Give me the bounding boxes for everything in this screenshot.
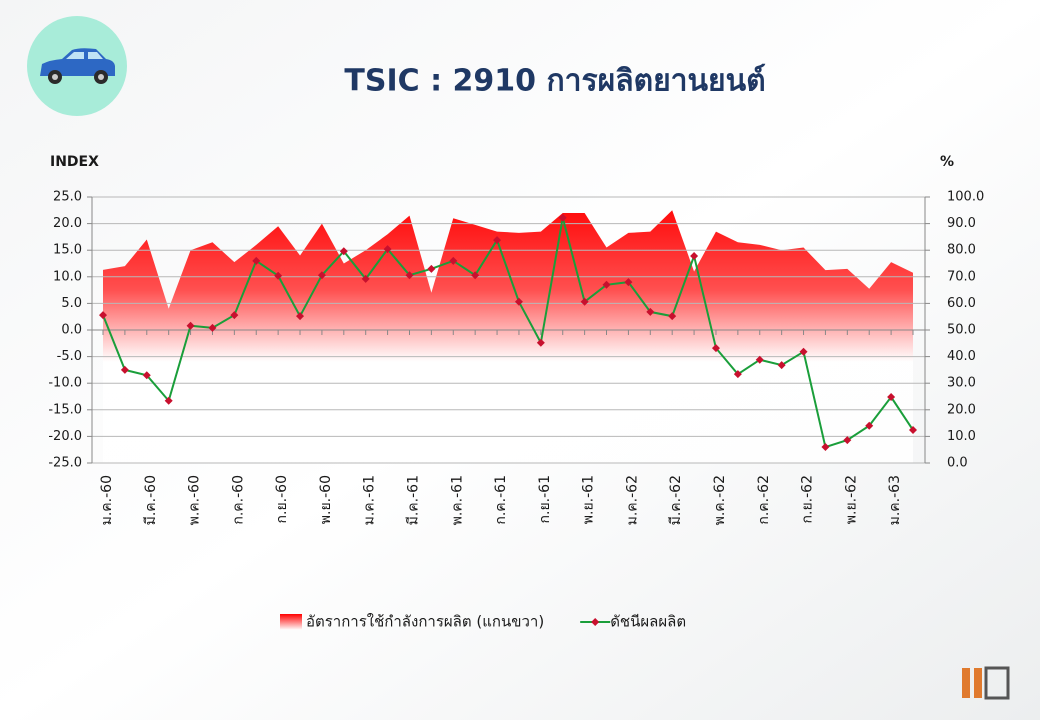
x-tick-label: ก.ย.-60 xyxy=(274,475,290,523)
y-tick-label: 20.0 xyxy=(53,216,82,231)
legend-label: ดัชนีผลผลิต xyxy=(610,613,686,631)
x-tick-label: มี.ค.-61 xyxy=(405,475,421,525)
marker xyxy=(296,312,305,321)
marker xyxy=(449,256,458,265)
marker xyxy=(711,344,720,353)
x-tick-label: พ.ค.-60 xyxy=(187,475,203,525)
y2-tick-label: 40.0 xyxy=(947,349,976,364)
y-tick-label: 5.0 xyxy=(61,296,82,311)
line xyxy=(102,217,914,449)
marker xyxy=(339,247,348,256)
y-tick-label: 10.0 xyxy=(53,269,82,284)
x-tick-label: ก.ย.-61 xyxy=(537,475,553,523)
marker xyxy=(580,297,589,306)
x-tick-label: ก.ย.-62 xyxy=(800,475,816,523)
marker xyxy=(405,271,414,280)
y-tick-label: -25.0 xyxy=(48,456,82,471)
y-axis-label: INDEX xyxy=(50,154,99,170)
marker xyxy=(493,236,502,245)
marker xyxy=(843,436,852,445)
marker xyxy=(317,271,326,280)
x-tick-label: ก.ค.-61 xyxy=(493,475,509,525)
marker xyxy=(536,338,545,347)
y2-tick-label: 60.0 xyxy=(947,296,976,311)
marker xyxy=(558,213,567,222)
marker xyxy=(471,271,480,280)
y2-tick-label: 80.0 xyxy=(947,243,976,258)
marker xyxy=(799,347,808,356)
y-tick-label: 15.0 xyxy=(53,243,82,258)
y2-tick-label: 0.0 xyxy=(947,456,968,471)
marker xyxy=(887,393,896,402)
x-tick-label: พ.ย.-60 xyxy=(318,475,334,524)
marker xyxy=(646,307,655,316)
legend-label: อัตราการใช้กำลังการผลิต (แกนขวา) xyxy=(306,613,544,631)
x-tick-label: ม.ค.-61 xyxy=(362,475,378,525)
logo xyxy=(962,666,1010,700)
marker xyxy=(733,370,742,379)
area xyxy=(103,210,913,463)
marker xyxy=(602,280,611,289)
y-tick-label: 25.0 xyxy=(53,190,82,205)
x-tick-label: ก.ค.-62 xyxy=(756,475,772,525)
x-tick-label: ม.ค.-62 xyxy=(624,475,640,525)
y2-tick-label: 50.0 xyxy=(947,323,976,338)
y-tick-label: -10.0 xyxy=(48,376,82,391)
marker xyxy=(99,311,107,320)
marker xyxy=(865,421,874,430)
x-tick-label: พ.ย.-62 xyxy=(843,475,859,524)
x-tick-label: ม.ค.-60 xyxy=(99,475,115,525)
marker xyxy=(755,355,764,364)
x-tick-label: มี.ค.-62 xyxy=(668,475,684,525)
x-tick-label: ม.ค.-63 xyxy=(887,475,903,525)
marker xyxy=(624,278,633,287)
marker xyxy=(274,271,283,280)
marker xyxy=(383,245,392,254)
x-tick-label: มี.ค.-60 xyxy=(143,475,159,525)
marker xyxy=(252,256,261,265)
marker xyxy=(514,297,523,306)
marker xyxy=(909,426,917,435)
y2-tick-label: 90.0 xyxy=(947,216,976,231)
marker xyxy=(186,321,195,330)
y2-tick-label: 70.0 xyxy=(947,269,976,284)
y-tick-label: 0.0 xyxy=(61,323,82,338)
y2-tick-label: 10.0 xyxy=(947,429,976,444)
car-icon xyxy=(27,16,127,116)
marker xyxy=(361,274,370,283)
chart-title: TSIC : 2910 การผลิตยานยนต์ xyxy=(344,64,765,99)
x-tick-label: ก.ค.-60 xyxy=(230,475,246,525)
marker xyxy=(668,312,677,321)
y-tick-label: -20.0 xyxy=(48,429,82,444)
marker xyxy=(208,323,217,332)
marker xyxy=(230,311,239,320)
y-tick-label: -5.0 xyxy=(57,349,82,364)
marker xyxy=(427,264,436,273)
y2-tick-label: 20.0 xyxy=(947,402,976,417)
marker xyxy=(120,365,129,374)
marker xyxy=(142,371,151,380)
y2-tick-label: 30.0 xyxy=(947,376,976,391)
marker xyxy=(690,252,699,261)
marker xyxy=(777,361,786,370)
legend-marker xyxy=(591,618,600,626)
marker xyxy=(821,443,830,452)
marker xyxy=(164,396,173,405)
legend-swatch xyxy=(280,614,302,630)
x-tick-label: พ.ค.-61 xyxy=(449,475,465,525)
y-tick-label: -15.0 xyxy=(48,402,82,417)
x-tick-label: พ.ย.-61 xyxy=(581,475,597,524)
y2-axis-label: % xyxy=(940,154,954,170)
x-tick-label: พ.ค.-62 xyxy=(712,475,728,525)
y2-tick-label: 100.0 xyxy=(947,190,984,205)
